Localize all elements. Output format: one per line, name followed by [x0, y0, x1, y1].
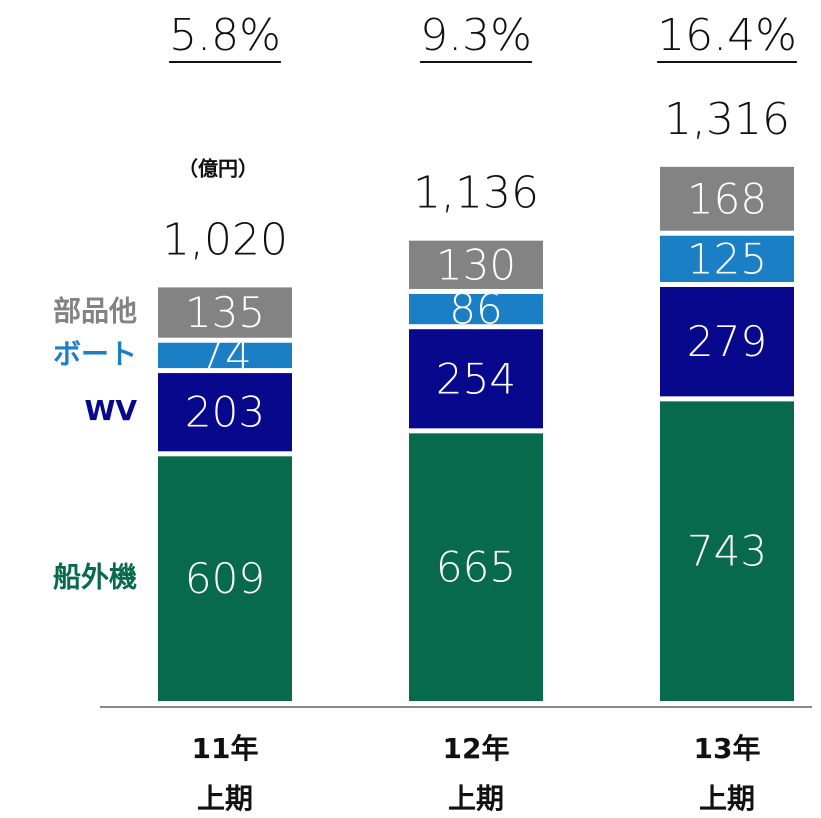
legend-label: WV	[84, 394, 137, 427]
segment-label: 203	[185, 388, 265, 437]
bar-segment	[660, 166, 794, 231]
bar-segment	[409, 329, 543, 429]
margin-label: 5.8%	[169, 10, 281, 61]
segment-label: 609	[185, 554, 265, 603]
x-tick-label: 上期	[197, 782, 253, 815]
segment-label: 168	[687, 174, 767, 223]
x-tick-label: 13年	[694, 732, 761, 765]
segment-label: 254	[436, 354, 516, 403]
total-label: 1,020	[162, 214, 288, 265]
margin-label: 16.4%	[657, 10, 797, 61]
x-tick-label: 11年	[192, 732, 259, 765]
segment-label: 135	[185, 288, 265, 337]
segment-label: 74	[198, 331, 251, 380]
bar-segment	[660, 286, 794, 397]
legend-label: 部品他	[53, 295, 137, 328]
segment-label: 130	[436, 240, 516, 289]
segment-label: 743	[687, 527, 767, 576]
segment-label: 279	[687, 317, 767, 366]
bar-segment	[660, 401, 794, 701]
bar-segment	[158, 456, 292, 701]
x-tick-label: 上期	[699, 782, 755, 815]
bar-segment	[409, 293, 543, 325]
margin-label: 9.3%	[420, 10, 532, 61]
total-label: 1,316	[664, 94, 790, 145]
segment-label: 125	[687, 234, 767, 283]
segment-label: 86	[449, 285, 502, 334]
bar-segment	[660, 235, 794, 282]
x-tick-label: 12年	[443, 732, 510, 765]
legend-label: 船外機	[53, 561, 137, 594]
legend-label: ボート	[53, 337, 137, 370]
bar-segment	[158, 342, 292, 369]
bar-segment	[409, 433, 543, 701]
unit-label: （億円）	[178, 157, 258, 181]
x-tick-label: 上期	[448, 782, 504, 815]
bar-segment	[409, 240, 543, 289]
bar-segment	[158, 373, 292, 452]
segment-label: 665	[436, 543, 516, 592]
total-label: 1,136	[413, 168, 539, 219]
bar-segment	[158, 287, 292, 338]
